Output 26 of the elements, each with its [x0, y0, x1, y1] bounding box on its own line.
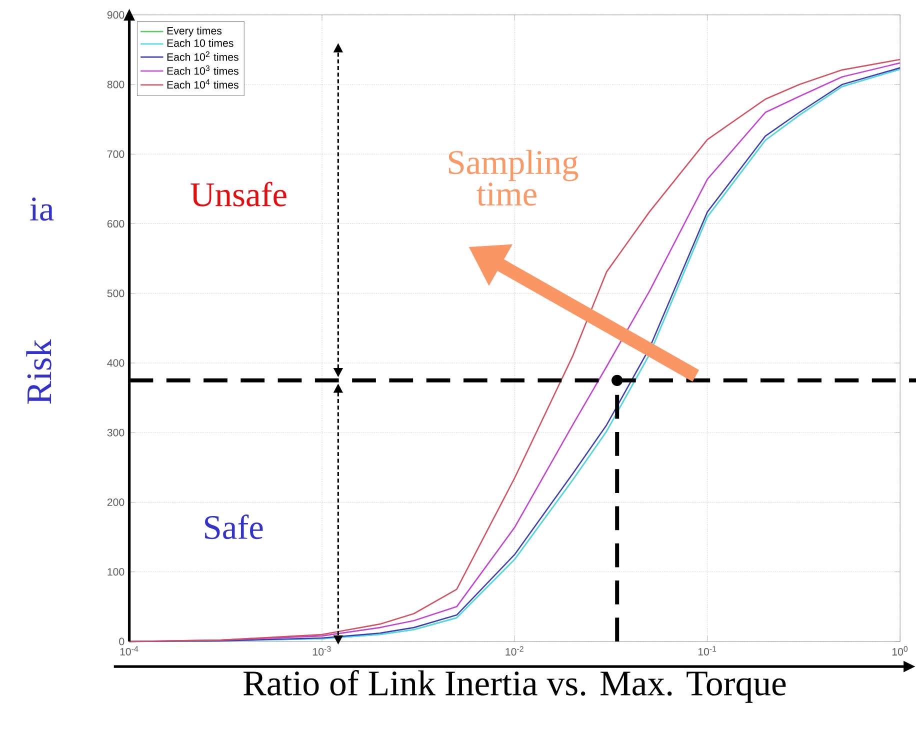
y-tick-label: 100: [108, 568, 124, 576]
y-tick-label: 700: [107, 150, 124, 158]
y-tick-label: 400: [107, 359, 124, 367]
y-tick-label: 200: [107, 498, 124, 506]
x-tick-label: 10$^{-4}$: [120, 646, 138, 656]
legend-label: Every times: [167, 26, 222, 37]
text: ia: [30, 198, 54, 221]
annotation: Sampling time: [448, 150, 578, 206]
legend-label: Each 10$^{4}$ times: [167, 79, 238, 89]
y-tick-label: 0: [119, 638, 124, 646]
annotation: Safe: [205, 514, 263, 540]
legend-label: Each 10$^{2}$ times: [167, 51, 238, 61]
y-tick-label: 300: [107, 428, 124, 436]
x-tick-label: 10$^{-3}$: [313, 646, 331, 656]
x-tick-label: 10$^{-1}$: [698, 646, 716, 656]
y-axis-title: Risk: [26, 339, 52, 404]
y-tick-label: 500: [107, 290, 124, 298]
y-tick-label: 800: [107, 80, 124, 88]
annotation: Unsafe: [190, 182, 286, 206]
y-tick-label: 600: [107, 220, 124, 228]
legend-label: Each 10$^{3}$ times: [167, 65, 238, 75]
x-tick-label: 10$^{-2}$: [506, 646, 524, 656]
x-axis-title: Ratio of Link Inertia vs. Max. Torque: [244, 670, 786, 703]
x-tick-label: 10$^{0}$: [892, 646, 908, 656]
legend-label: Each 10 times: [167, 39, 234, 47]
y-tick-label: 900: [107, 11, 124, 19]
